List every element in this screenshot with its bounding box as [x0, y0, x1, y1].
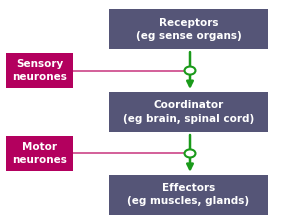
Text: Coordinator
(eg brain, spinal cord): Coordinator (eg brain, spinal cord)	[123, 100, 254, 124]
FancyBboxPatch shape	[6, 136, 73, 171]
Text: Receptors
(eg sense organs): Receptors (eg sense organs)	[136, 17, 241, 41]
Text: Motor
neurones: Motor neurones	[12, 142, 67, 165]
FancyBboxPatch shape	[109, 92, 268, 132]
Text: Sensory
neurones: Sensory neurones	[12, 59, 67, 82]
Circle shape	[185, 67, 195, 75]
Circle shape	[185, 149, 195, 157]
FancyBboxPatch shape	[109, 175, 268, 215]
Text: Effectors
(eg muscles, glands): Effectors (eg muscles, glands)	[127, 183, 250, 207]
FancyBboxPatch shape	[109, 9, 268, 49]
FancyBboxPatch shape	[6, 53, 73, 88]
